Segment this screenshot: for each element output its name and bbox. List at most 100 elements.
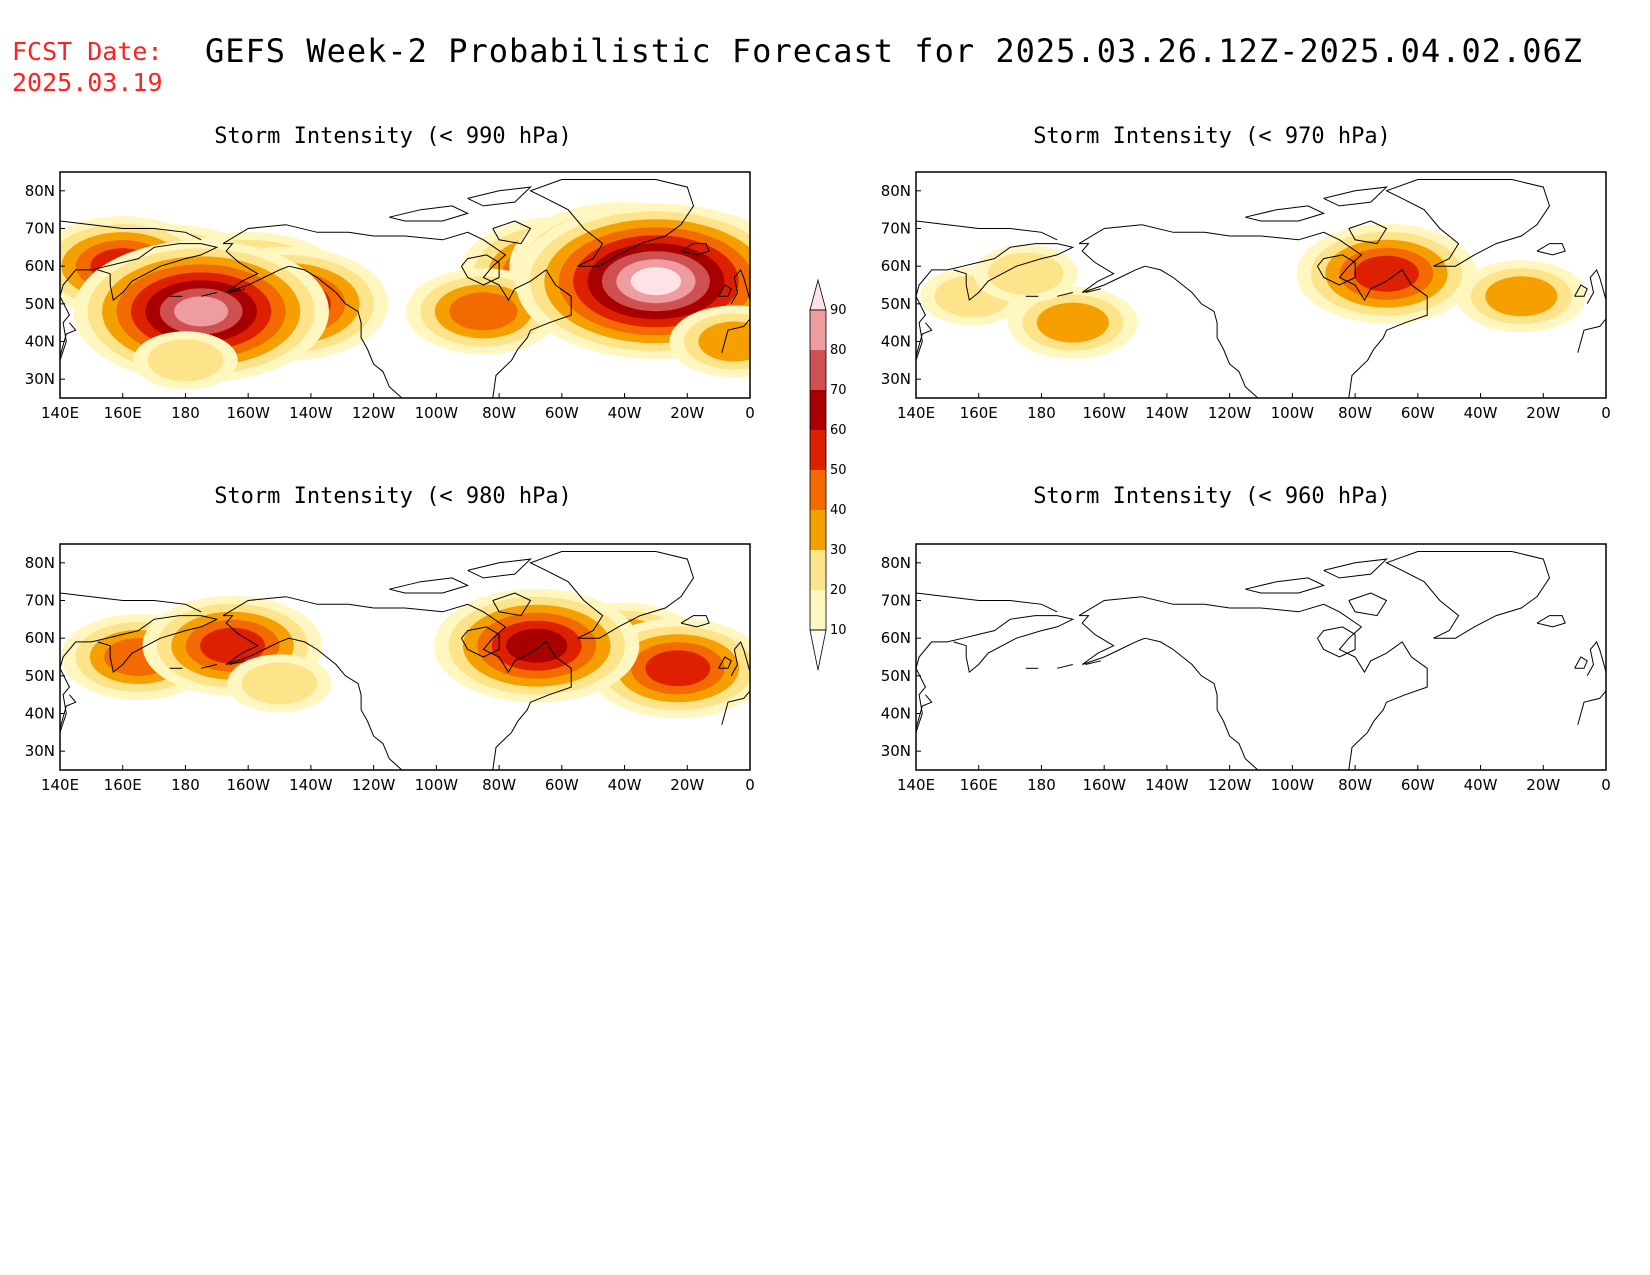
lon-tick-label: 120W: [352, 404, 396, 422]
lon-tick-label: 120W: [1208, 776, 1252, 794]
colorbar-bottom-arrow: [809, 629, 827, 671]
coastline: [288, 265, 403, 398]
coastline: [1574, 656, 1588, 669]
coastline: [1056, 664, 1073, 669]
coastline: [718, 656, 732, 669]
coastline: [1577, 318, 1606, 353]
lon-tick-label: 60W: [1401, 776, 1435, 794]
coastline: [200, 664, 217, 669]
coastline: [1385, 179, 1551, 267]
lat-tick-label: 80N: [25, 554, 55, 572]
coastline: [229, 288, 246, 293]
lon-tick-label: 20W: [670, 404, 704, 422]
coastline: [718, 284, 732, 297]
lon-tick-label: 140E: [41, 404, 79, 422]
lon-tick-label: 160E: [960, 776, 998, 794]
coastline: [1323, 186, 1388, 207]
coastline: [721, 690, 750, 725]
probability-blob: [1354, 255, 1419, 292]
coastline: [222, 596, 572, 770]
lon-tick-label: 40W: [608, 404, 642, 422]
lon-tick-label: 40W: [1464, 776, 1498, 794]
probability-blob: [147, 339, 224, 382]
lat-tick-label: 50N: [25, 667, 55, 685]
colorbar-top-arrow: [809, 278, 827, 311]
colorbar-swatch: [810, 510, 826, 550]
lon-tick-label: 160E: [960, 404, 998, 422]
coastline: [492, 592, 532, 617]
lon-tick-label: 140W: [289, 776, 333, 794]
lon-tick-label: 60W: [545, 404, 579, 422]
coastline: [1144, 265, 1259, 398]
lon-tick-label: 100W: [1271, 404, 1315, 422]
probability-blob: [241, 662, 318, 705]
lat-tick-label: 80N: [25, 182, 55, 200]
map-frame: [915, 171, 1607, 399]
lon-tick-label: 140E: [897, 404, 935, 422]
lon-tick-label: 100W: [415, 776, 459, 794]
lat-tick-label: 30N: [881, 370, 911, 388]
probability-blob: [200, 627, 265, 664]
probability-blob: [174, 296, 229, 327]
lon-tick-label: 180: [1027, 404, 1056, 422]
lon-tick-label: 160W: [226, 404, 270, 422]
lon-tick-label: 40W: [608, 776, 642, 794]
coastline: [60, 243, 219, 361]
colorbar-swatch: [810, 390, 826, 430]
probability-blob: [630, 267, 682, 296]
coastline: [1574, 284, 1588, 297]
lat-tick-label: 80N: [881, 182, 911, 200]
lon-tick-label: 80W: [1338, 404, 1372, 422]
coastline: [461, 626, 500, 658]
lon-tick-label: 0: [1601, 404, 1611, 422]
colorbar-label: 20: [830, 583, 847, 598]
coastline: [1085, 660, 1102, 665]
coastline: [916, 592, 1058, 613]
coastline: [1078, 596, 1428, 770]
coastline: [1245, 205, 1326, 222]
colorbar-label: 30: [830, 543, 847, 558]
lon-tick-label: 20W: [1526, 776, 1560, 794]
lon-tick-label: 160E: [104, 404, 142, 422]
lat-tick-label: 40N: [25, 333, 55, 351]
lat-tick-label: 50N: [881, 295, 911, 313]
lat-tick-label: 70N: [881, 220, 911, 238]
lat-tick-label: 80N: [881, 554, 911, 572]
coastline: [1348, 220, 1388, 245]
coastline: [467, 558, 532, 579]
coastline: [60, 322, 77, 357]
coastline: [1245, 577, 1326, 594]
colorbar-label: 90: [830, 303, 847, 318]
lat-tick-label: 50N: [881, 667, 911, 685]
panel-title-960: Storm Intensity (< 960 hPa): [1033, 484, 1391, 509]
lon-tick-label: 160W: [226, 776, 270, 794]
lon-tick-label: 140W: [1145, 776, 1189, 794]
lat-tick-label: 70N: [25, 220, 55, 238]
forecast-date-value: 2025.03.19: [12, 68, 163, 97]
lon-tick-label: 160E: [104, 776, 142, 794]
coastline: [1536, 615, 1566, 628]
coastline: [529, 551, 695, 639]
lat-tick-label: 30N: [25, 742, 55, 760]
coastline: [60, 592, 202, 613]
lon-tick-label: 140E: [897, 776, 935, 794]
map-panel-960: 140E 160E 180 160W 140W 120W 100W 80W 60W 40W 20W 0…: [881, 543, 1611, 794]
lon-tick-label: 120W: [352, 776, 396, 794]
coastline: [1317, 626, 1356, 658]
coastline: [1577, 690, 1606, 725]
forecast-date-label: FCST Date:: [12, 37, 163, 66]
colorbar-label: 80: [830, 343, 847, 358]
lat-tick-label: 30N: [25, 370, 55, 388]
lon-tick-label: 180: [1027, 776, 1056, 794]
coastline: [730, 640, 750, 677]
panel-title-990: Storm Intensity (< 990 hPa): [214, 124, 572, 149]
map-panel-980: 140E 160E 180 160W 140W 120W 100W 80W 60W 40W 20W 0…: [25, 543, 755, 794]
lat-tick-label: 30N: [881, 742, 911, 760]
lat-tick-label: 70N: [881, 592, 911, 610]
coastline: [467, 186, 532, 207]
map-panel-970: 140E 160E 180 160W 140W 120W 100W 80W 60W 40W 20W 0…: [881, 171, 1611, 422]
lon-tick-label: 0: [745, 404, 755, 422]
coastline: [1144, 637, 1259, 770]
coastline: [389, 577, 470, 594]
panel-title-970: Storm Intensity (< 970 hPa): [1033, 124, 1391, 149]
